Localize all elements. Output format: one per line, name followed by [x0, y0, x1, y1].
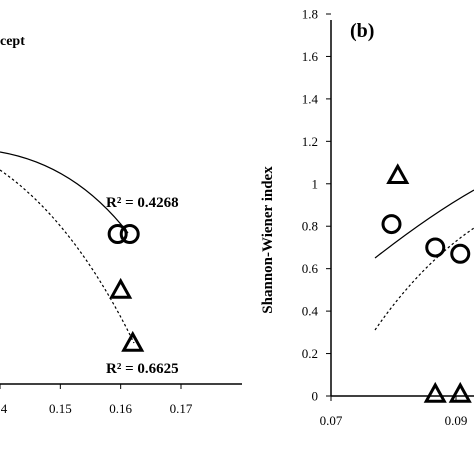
left-legend-fragment: cept: [0, 34, 25, 49]
left-x-tick-label: 0.16: [109, 401, 132, 416]
right-circle-point: [425, 237, 446, 258]
left-x-tick-label: 0.15: [49, 401, 72, 416]
left-x-tick-label: 4: [1, 401, 8, 416]
left-solid-trendline: [0, 151, 129, 234]
right-y-tick-label: 1: [312, 176, 319, 191]
panel-label-b: (b): [350, 20, 374, 42]
right-solid-trendline: [374, 189, 474, 259]
right-y-tick-label: 1.4: [302, 91, 319, 106]
left-circle-point: [119, 224, 140, 244]
left-r2-circle-annotation: R² = 0.4268: [106, 195, 179, 211]
right-circle-point: [381, 214, 402, 235]
right-triangle-point: [448, 381, 472, 403]
left-x-tick-label: 0.17: [170, 401, 193, 416]
left-circle-point: [107, 224, 128, 244]
right-x-tick-label: 0.07: [320, 413, 343, 428]
right-y-tick-label: 0.4: [302, 304, 319, 319]
right-x-tick-label: 0.09: [445, 413, 468, 428]
right-y-axis-label: Shannon-Wiener index: [260, 166, 276, 314]
right-triangle-point: [386, 163, 410, 184]
right-dotted-trendline: [374, 227, 474, 331]
right-y-tick-label: 0: [312, 389, 319, 404]
right-y-tick-label: 1.8: [302, 7, 318, 22]
right-y-tick-label: 1.6: [302, 49, 319, 64]
right-y-tick-label: 1.2: [302, 134, 318, 149]
right-triangle-point: [423, 381, 447, 403]
left-triangle-point: [109, 277, 133, 299]
right-circle-point: [450, 243, 471, 264]
right-y-tick-label: 0.6: [302, 261, 319, 276]
left-triangle-point: [121, 330, 145, 352]
left-r2-triangle-annotation: R² = 0.6625: [106, 361, 179, 377]
right-y-tick-label: 0.8: [302, 219, 318, 234]
right-y-tick-label: 0.2: [302, 346, 318, 361]
